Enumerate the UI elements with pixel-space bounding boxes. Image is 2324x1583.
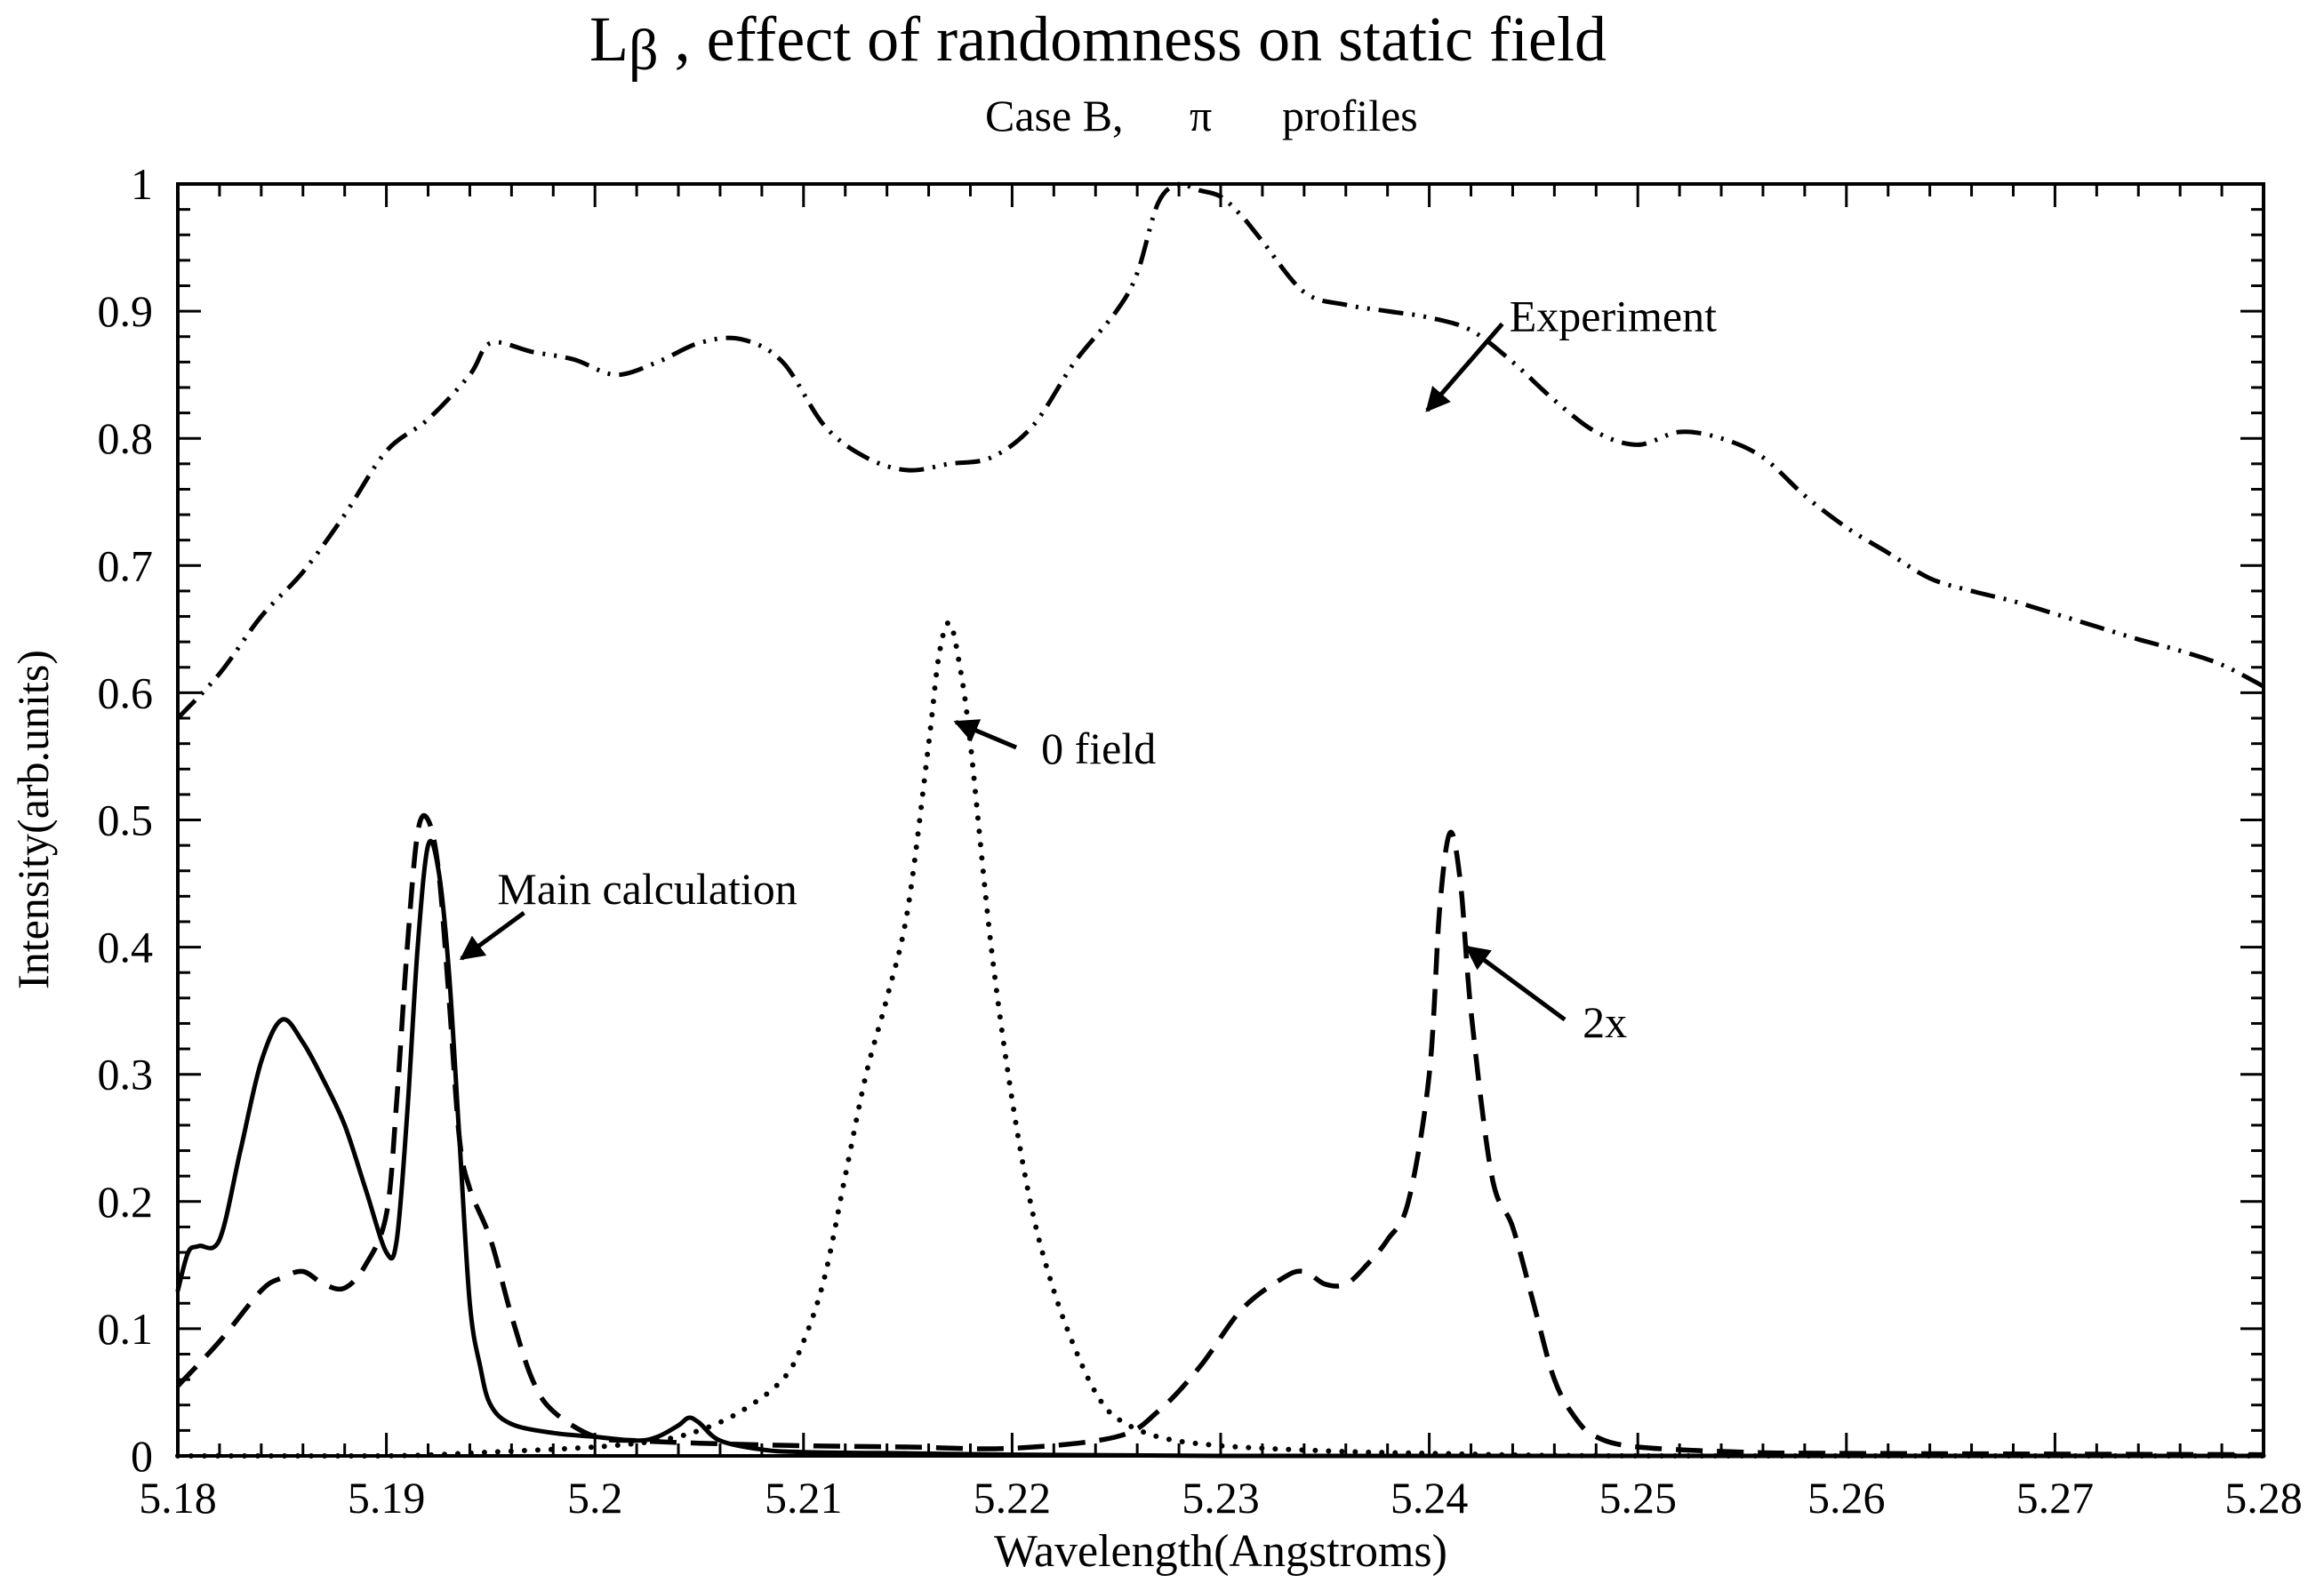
series-line-experiment xyxy=(176,181,2265,720)
x-axis-label: Wavelength(Angstroms) xyxy=(994,1526,1447,1577)
plot-frame xyxy=(176,182,2265,1458)
y-tick-label: 0.3 xyxy=(98,1050,154,1099)
annotation-label-zero-field: 0 field xyxy=(1041,724,1156,773)
y-tick-label: 1 xyxy=(131,159,153,209)
series-line-2x xyxy=(175,812,2264,1458)
x-tick-label: 5.22 xyxy=(974,1473,1052,1523)
y-tick-label: 0 xyxy=(131,1431,153,1481)
series-line-0-field xyxy=(175,620,2266,1459)
y-tick-label: 0.6 xyxy=(98,668,154,717)
y-tick-label: 0.1 xyxy=(98,1304,154,1354)
x-tick-label: 5.23 xyxy=(1182,1473,1260,1523)
series-group xyxy=(175,181,2266,1459)
y-axis-label: Intensity(arb.units) xyxy=(8,650,58,989)
annotation-arrow-experiment xyxy=(1425,322,1504,412)
annotations-group: Experiment 0 field Main calculation 2x xyxy=(459,291,1717,1047)
chart-subtitle-profiles: profiles xyxy=(1282,91,1418,140)
annotation-label-experiment: Experiment xyxy=(1510,291,1717,340)
y-tick-label: 0.8 xyxy=(98,413,154,463)
chart-title: Lβ , effect of randomness on static fiel… xyxy=(589,4,1607,83)
annotation-arrow-main-calculation xyxy=(459,910,525,961)
x-tick-label: 5.21 xyxy=(765,1473,843,1523)
chart-subtitle-pi: π xyxy=(1190,91,1212,140)
y-tick-label: 0.9 xyxy=(98,286,154,336)
annotation-arrow-zero-field xyxy=(953,719,1018,750)
x-tick-label: 5.25 xyxy=(1599,1473,1677,1523)
chart-title-main: L xyxy=(589,4,629,75)
axis-ticks xyxy=(176,182,2265,1458)
annotation-label-main-calculation: Main calculation xyxy=(497,864,797,914)
annotation-arrow-two-x xyxy=(1464,945,1567,1022)
x-tick-label: 5.26 xyxy=(1807,1473,1886,1523)
x-tick-label: 5.2 xyxy=(567,1473,623,1523)
x-tick-labels: 5.18 5.19 5.2 5.21 5.22 5.23 5.24 5.25 5.26 5.27 5… xyxy=(139,1473,2303,1523)
y-tick-label: 0.2 xyxy=(98,1177,154,1227)
x-tick-label: 5.19 xyxy=(348,1473,426,1523)
chart-title-rest: , effect of randomness on static field xyxy=(659,4,1607,75)
y-tick-labels: 0 0.1 0.2 0.3 0.4 0.5 0.6 0.7 0.8 0.9 1 xyxy=(98,159,154,1481)
chart-title-beta: β xyxy=(629,18,659,83)
x-tick-label: 5.24 xyxy=(1390,1473,1469,1523)
chart-subtitle-case: Case B, xyxy=(985,91,1124,140)
x-tick-label: 5.27 xyxy=(2016,1473,2095,1523)
x-tick-label: 5.28 xyxy=(2224,1473,2303,1523)
series-line-main-calculation xyxy=(175,838,2266,1459)
y-tick-label: 0.7 xyxy=(98,540,154,590)
y-tick-label: 0.5 xyxy=(98,795,154,845)
annotation-label-two-x: 2x xyxy=(1583,997,1627,1047)
x-tick-label: 5.18 xyxy=(139,1473,217,1523)
y-tick-label: 0.4 xyxy=(98,923,154,972)
